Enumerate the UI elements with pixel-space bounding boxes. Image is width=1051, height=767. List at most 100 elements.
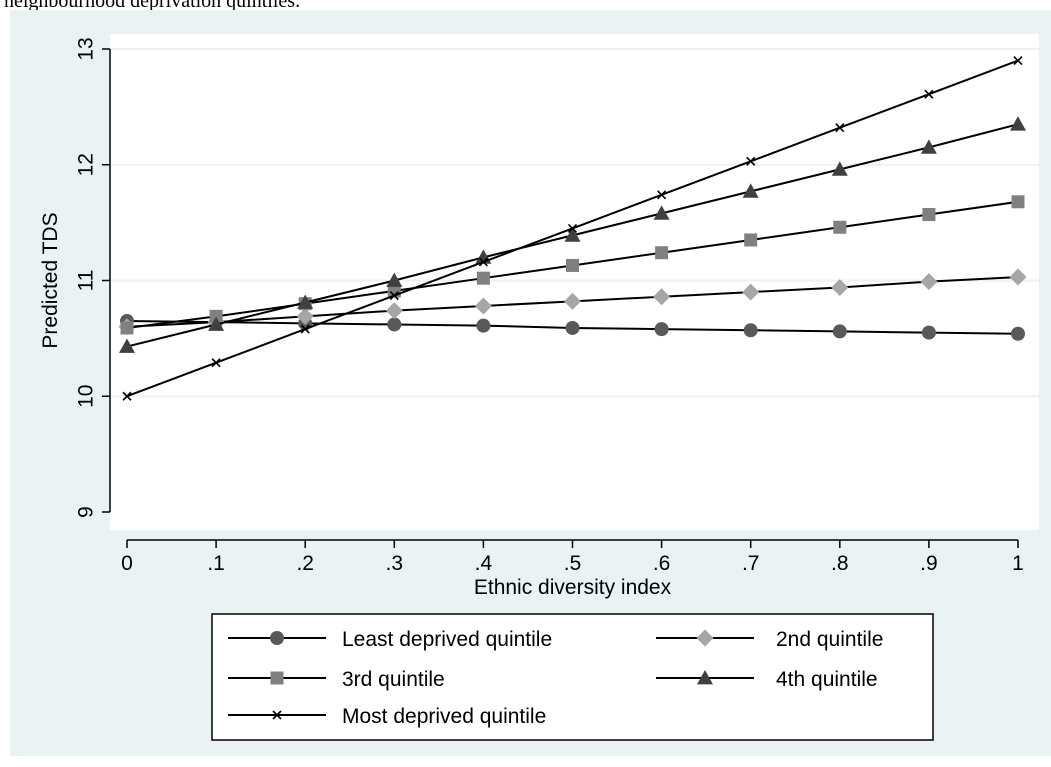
y-tick-label: 9 <box>75 506 98 518</box>
marker-diamond <box>1009 268 1027 286</box>
marker-x <box>924 89 934 99</box>
legend-item: Most deprived quintile <box>228 705 546 728</box>
marker-triangle <box>208 316 225 331</box>
marker-diamond <box>564 292 581 310</box>
marker-x <box>478 257 488 267</box>
marker-triangle <box>653 205 670 220</box>
marker-diamond <box>474 297 492 315</box>
marker-diamond <box>696 629 714 647</box>
marker-triangle <box>386 272 403 287</box>
marker-x <box>657 190 667 200</box>
marker-diamond <box>385 302 403 320</box>
y-tick-label: 13 <box>75 37 98 60</box>
marker-triangle <box>119 338 135 353</box>
marker-triangle <box>564 227 581 242</box>
marker-triangle <box>742 183 759 198</box>
marker-x-stroke <box>300 324 310 334</box>
marker-x <box>835 123 845 133</box>
marker-x <box>1013 56 1023 66</box>
marker-x <box>122 391 132 401</box>
y-tick-label: 11 <box>75 270 98 292</box>
marker-x-stroke <box>835 123 845 133</box>
marker-triangle <box>1010 116 1026 131</box>
marker-x-stroke <box>478 257 488 267</box>
marker-triangle <box>697 670 713 685</box>
marker-x-stroke <box>567 223 578 233</box>
marker-square <box>922 208 936 222</box>
marker-square <box>655 246 669 260</box>
x-tick-label: .8 <box>831 552 849 575</box>
marker-square <box>120 321 134 335</box>
series-x <box>122 56 1023 401</box>
marker-circle <box>743 323 758 338</box>
marker-x <box>389 290 399 301</box>
y-tick-label: 10 <box>75 385 98 408</box>
marker-triangle <box>831 161 848 176</box>
figure-caption: neighbourhood deprivation quintiles. <box>4 0 301 12</box>
x-axis-title: Ethnic diversity index <box>474 576 672 599</box>
x-tick-label: .7 <box>742 552 760 575</box>
marker-triangle <box>297 294 314 309</box>
marker-circle <box>654 322 669 337</box>
series-triangle <box>119 116 1026 353</box>
marker-x-stroke <box>389 290 399 301</box>
legend: Least deprived quintile 2nd quintile 3rd q… <box>211 613 934 741</box>
legend-item: Least deprived quintile <box>228 628 552 651</box>
legend-item: 3rd quintile <box>228 668 445 691</box>
marker-x-stroke <box>657 190 667 200</box>
legend-label: 2nd quintile <box>776 628 883 651</box>
plot-area <box>110 34 1039 530</box>
y-tick-label: 12 <box>75 153 98 176</box>
marker-square <box>270 671 284 685</box>
marker-circle <box>1011 326 1025 341</box>
x-tick-label: .6 <box>653 552 671 575</box>
x-tick-label: .4 <box>475 552 493 575</box>
marker-x-stroke <box>272 710 282 720</box>
marker-circle <box>921 325 936 340</box>
marker-circle <box>387 317 402 332</box>
x-tick-label: 0 <box>121 552 133 575</box>
marker-diamond <box>653 288 671 306</box>
marker-x-stroke <box>1013 56 1023 66</box>
marker-x <box>272 710 282 720</box>
marker-square <box>744 233 758 247</box>
marker-x <box>300 324 310 334</box>
marker-diamond <box>742 283 760 301</box>
series-layer <box>118 56 1027 401</box>
marker-x-stroke <box>924 89 934 99</box>
series-square <box>120 195 1025 335</box>
marker-square <box>833 220 847 234</box>
marker-circle <box>270 631 284 645</box>
marker-square <box>476 271 490 285</box>
legend-label: 4th quintile <box>776 668 878 691</box>
x-tick-label: .1 <box>207 552 225 575</box>
gridlines <box>111 48 1039 398</box>
marker-diamond <box>296 307 314 325</box>
marker-square <box>1011 195 1025 209</box>
x-tick-label: .3 <box>386 552 404 575</box>
marker-x <box>746 156 756 166</box>
marker-x <box>211 358 221 368</box>
legend-item: 4th quintile <box>656 668 878 691</box>
legend-label: 3rd quintile <box>342 668 445 691</box>
marker-x-stroke <box>211 358 221 368</box>
x-tick-label: .2 <box>296 552 314 575</box>
x-tick-label: .9 <box>920 552 938 575</box>
axes: 9 10 11 12 13 0 .1 .2 .3 .4 .5 .6 .7 .8 .9 1 <box>75 37 1024 575</box>
x-tick-label: 1 <box>1012 552 1024 575</box>
legend-box <box>211 613 934 741</box>
marker-square <box>566 258 579 272</box>
legend-item: 2nd quintile <box>656 628 883 651</box>
marker-circle <box>832 324 847 339</box>
legend-label: Least deprived quintile <box>342 628 552 651</box>
marker-x-stroke <box>122 391 132 401</box>
marker-x <box>567 223 578 233</box>
marker-triangle <box>920 139 937 154</box>
marker-square <box>209 309 223 323</box>
marker-diamond <box>831 278 849 296</box>
marker-circle <box>565 320 580 335</box>
x-tick-label: .5 <box>564 552 582 575</box>
marker-diamond <box>920 273 938 291</box>
marker-circle <box>476 318 491 333</box>
legend-label: Most deprived quintile <box>342 705 546 728</box>
